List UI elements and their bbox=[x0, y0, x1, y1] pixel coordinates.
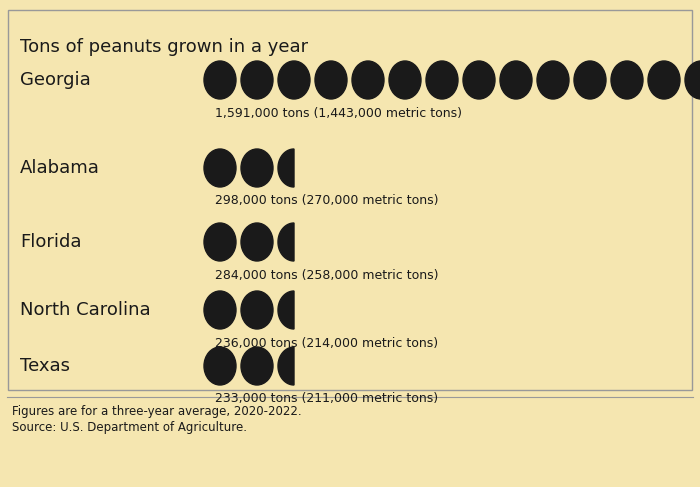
Ellipse shape bbox=[611, 61, 643, 99]
Text: 236,000 tons (214,000 metric tons): 236,000 tons (214,000 metric tons) bbox=[215, 337, 438, 350]
Polygon shape bbox=[278, 347, 294, 385]
Ellipse shape bbox=[241, 149, 273, 187]
Ellipse shape bbox=[463, 61, 495, 99]
Text: Tons of peanuts grown in a year: Tons of peanuts grown in a year bbox=[20, 38, 308, 56]
Text: Texas: Texas bbox=[20, 357, 70, 375]
Ellipse shape bbox=[574, 61, 606, 99]
Text: 298,000 tons (270,000 metric tons): 298,000 tons (270,000 metric tons) bbox=[215, 194, 438, 207]
Polygon shape bbox=[278, 291, 294, 329]
Ellipse shape bbox=[426, 61, 458, 99]
Ellipse shape bbox=[648, 61, 680, 99]
Ellipse shape bbox=[241, 61, 273, 99]
Ellipse shape bbox=[500, 61, 532, 99]
Ellipse shape bbox=[204, 347, 236, 385]
Text: Figures are for a three-year average, 2020-2022.: Figures are for a three-year average, 20… bbox=[12, 405, 302, 418]
Text: 1,591,000 tons (1,443,000 metric tons): 1,591,000 tons (1,443,000 metric tons) bbox=[215, 107, 462, 120]
Bar bbox=[8, 10, 692, 390]
Ellipse shape bbox=[685, 61, 700, 99]
Ellipse shape bbox=[315, 61, 347, 99]
Text: 284,000 tons (258,000 metric tons): 284,000 tons (258,000 metric tons) bbox=[215, 269, 438, 282]
Ellipse shape bbox=[204, 223, 236, 261]
Polygon shape bbox=[278, 223, 294, 261]
Ellipse shape bbox=[278, 61, 310, 99]
Text: 233,000 tons (211,000 metric tons): 233,000 tons (211,000 metric tons) bbox=[215, 392, 438, 405]
Text: Alabama: Alabama bbox=[20, 159, 100, 177]
Text: Georgia: Georgia bbox=[20, 71, 91, 89]
Text: Source: U.S. Department of Agriculture.: Source: U.S. Department of Agriculture. bbox=[12, 421, 247, 434]
Ellipse shape bbox=[537, 61, 569, 99]
Ellipse shape bbox=[241, 223, 273, 261]
Ellipse shape bbox=[204, 61, 236, 99]
Ellipse shape bbox=[352, 61, 384, 99]
Ellipse shape bbox=[241, 347, 273, 385]
Polygon shape bbox=[278, 149, 294, 187]
Ellipse shape bbox=[241, 291, 273, 329]
Ellipse shape bbox=[204, 291, 236, 329]
Ellipse shape bbox=[204, 149, 236, 187]
Ellipse shape bbox=[389, 61, 421, 99]
Text: Florida: Florida bbox=[20, 233, 81, 251]
Text: North Carolina: North Carolina bbox=[20, 301, 150, 319]
